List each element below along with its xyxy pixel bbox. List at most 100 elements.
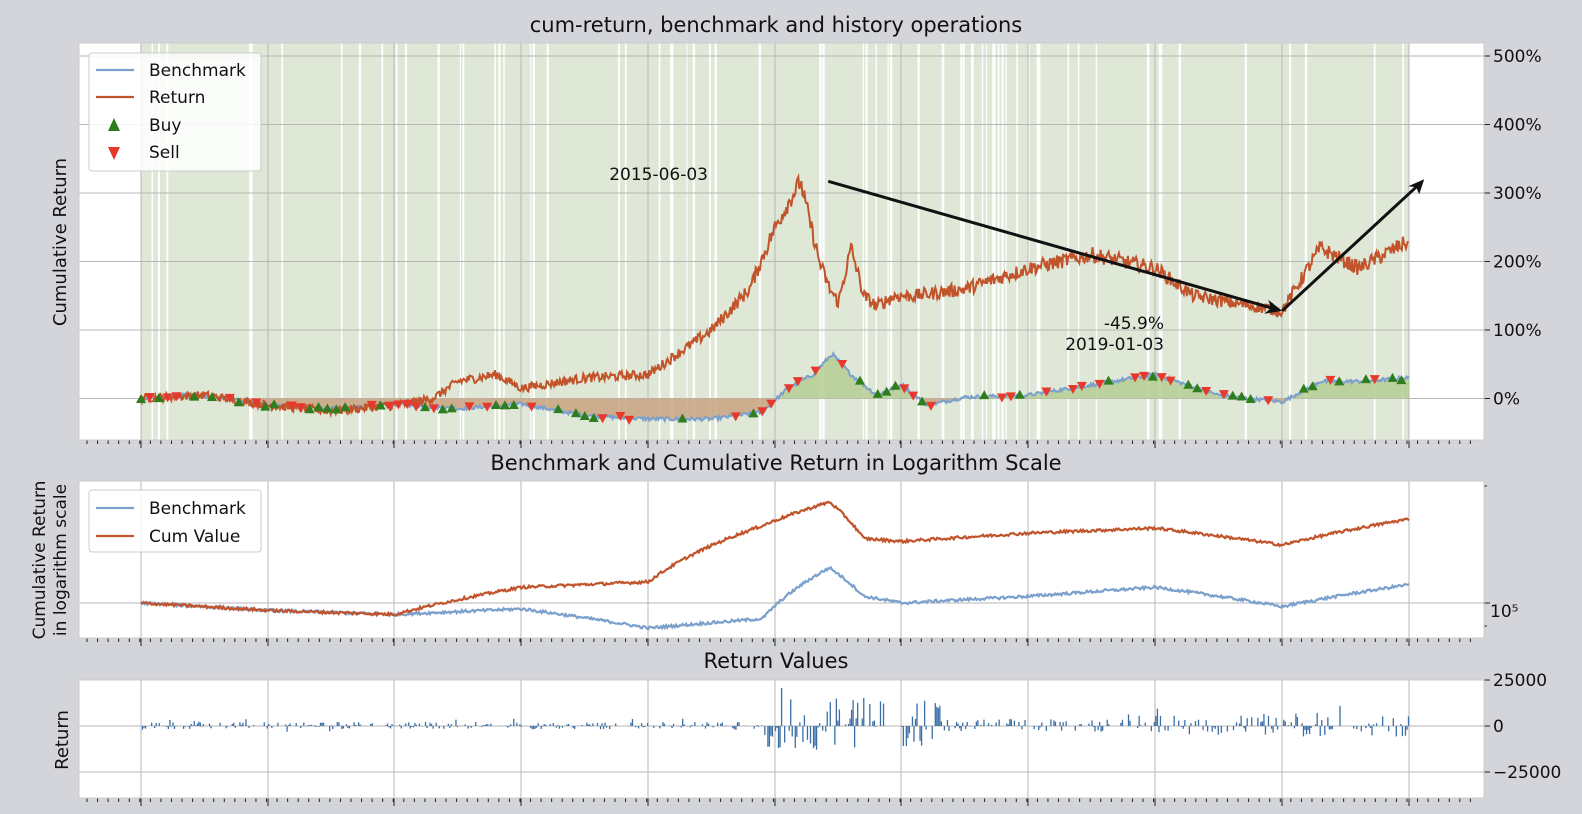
buy-marker: [136, 393, 146, 403]
sell-marker: [1165, 376, 1176, 386]
sell-marker: [792, 377, 803, 387]
legend-buy-label: Buy: [149, 116, 182, 136]
buy-marker: [508, 399, 519, 409]
panel2-y-label-line1: Cumulative Return: [30, 481, 50, 640]
buy-marker: [331, 404, 342, 414]
panel2-y-label-line2: in logarithm scale: [51, 484, 71, 636]
legend2-cumvalue-label: Cum Value: [149, 527, 240, 547]
panel1: 0% 100% 200% 300% 400% 500% Cumulative Return…: [50, 42, 1542, 448]
sell-marker: [1218, 390, 1229, 400]
buy-marker: [499, 400, 510, 410]
legend-sell-label: Sell: [149, 143, 180, 163]
panel3-y-ticks: 25000 0 −25000: [1484, 671, 1561, 783]
legend2-benchmark-label: Benchmark: [149, 499, 246, 519]
y-tick-label: 100%: [1493, 321, 1542, 341]
buy-marker: [340, 402, 351, 412]
sell-marker: [1263, 396, 1274, 406]
buy-marker: [570, 408, 581, 418]
buy-marker: [1360, 374, 1371, 384]
sell-marker: [766, 399, 777, 409]
buy-marker: [322, 403, 333, 413]
buy-marker: [854, 375, 865, 385]
sell-marker: [1094, 379, 1105, 389]
sell-marker: [899, 384, 910, 394]
sell-marker: [526, 402, 537, 412]
buy-marker: [313, 401, 324, 411]
sell-marker: [597, 414, 608, 424]
sell-marker: [908, 391, 919, 401]
buy-marker: [1396, 375, 1407, 385]
cumvalue-log-line: [140, 500, 1410, 618]
panel3-frame: [78, 679, 1485, 799]
sell-marker: [251, 398, 262, 408]
buy-marker: [588, 412, 599, 422]
panel1-y-ticks: 0% 100% 200% 300% 400% 500%: [1484, 47, 1542, 410]
legend-sell-marker: [108, 147, 120, 160]
buy-marker: [189, 391, 200, 401]
buy-marker: [269, 399, 280, 409]
panel1-y-label: Cumulative Return: [50, 158, 71, 326]
panel1-x-ticks: [86, 440, 1471, 448]
buy-marker: [233, 397, 244, 407]
sell-marker: [837, 359, 848, 369]
buy-marker: [917, 396, 928, 406]
buy-marker: [1103, 375, 1114, 385]
buy-marker: [979, 390, 990, 400]
sell-marker: [162, 393, 173, 403]
sell-marker: [1369, 375, 1380, 385]
buy-marker: [304, 404, 315, 414]
sell-marker: [1156, 373, 1167, 383]
sell-marker: [1201, 387, 1212, 397]
legend-return-label: Return: [149, 88, 205, 108]
recovery-arrowhead: [1408, 179, 1425, 195]
y-tick-label: 300%: [1493, 184, 1542, 204]
panel3-title: Return Values: [704, 649, 849, 673]
sell-marker: [224, 393, 235, 403]
sell-marker: [464, 402, 475, 412]
y-tick-label: −25000: [1493, 763, 1561, 783]
sell-marker: [1067, 385, 1078, 395]
sell-marker: [1138, 371, 1149, 381]
sell-marker: [144, 393, 155, 403]
panel3-y-label: Return: [52, 710, 73, 770]
sell-marker: [1076, 381, 1087, 391]
legend-benchmark-label: Benchmark: [149, 61, 246, 81]
panel2-plot-area: [79, 481, 1484, 638]
buy-marker: [890, 380, 901, 390]
sell-marker: [730, 412, 741, 422]
buy-marker: [1298, 383, 1309, 393]
buy-marker: [1192, 383, 1203, 393]
sell-marker: [393, 400, 404, 410]
legend-buy-marker: [108, 118, 120, 131]
panel2-title: Benchmark and Cumulative Return in Logar…: [490, 451, 1061, 475]
panel1-legend-box: [88, 52, 262, 172]
sell-marker: [810, 366, 821, 376]
y-tick-label: 400%: [1493, 116, 1542, 136]
sell-marker: [366, 400, 377, 410]
panel2-y-tick-label: 10⁵: [1490, 602, 1518, 622]
buy-marker: [881, 386, 892, 396]
buy-marker: [375, 400, 386, 410]
panel1-arrows: [827, 179, 1425, 314]
buy-marker: [1236, 391, 1247, 401]
buy-marker: [491, 399, 502, 409]
sell-marker: [1325, 375, 1336, 385]
panel1-frame: [78, 42, 1485, 441]
drawdown-arrowhead: [1264, 299, 1283, 314]
panel2-x-ticks: [86, 638, 1471, 646]
y-tick-label: 500%: [1493, 47, 1542, 67]
buy-marker: [1227, 390, 1238, 400]
sell-marker: [1005, 392, 1016, 402]
sell-marker: [1130, 373, 1141, 383]
buy-marker: [1014, 389, 1025, 399]
buy-marker: [446, 403, 457, 413]
y-tick-label: 0: [1493, 717, 1504, 737]
sell-marker: [171, 392, 182, 402]
sell-marker: [615, 411, 626, 421]
buy-marker: [1307, 381, 1318, 391]
sell-marker: [428, 404, 439, 414]
buy-marker: [872, 388, 883, 398]
annotation-drawdown: -45.9%: [1104, 314, 1164, 334]
sell-marker: [482, 402, 493, 412]
